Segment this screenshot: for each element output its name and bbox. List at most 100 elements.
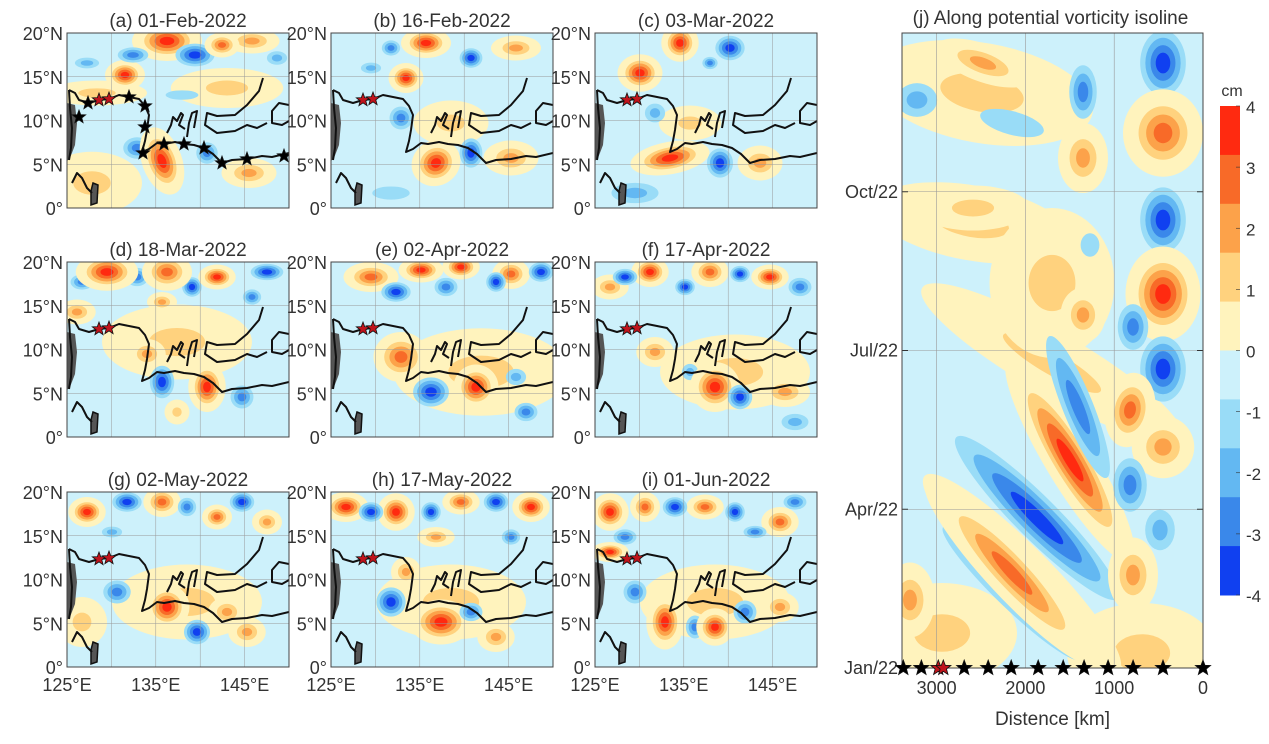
positive-anomaly-contour: [700, 504, 710, 510]
axes-frame: [66, 261, 290, 438]
positive-anomaly-contour: [159, 36, 175, 46]
negative-anomaly-contour: [387, 45, 395, 51]
axes-frame: [66, 32, 290, 209]
hovmoller-anomaly: [1145, 509, 1175, 551]
negative-anomaly-contour: [736, 393, 744, 401]
negative-anomaly-contour: [127, 52, 139, 58]
positive-anomaly-contour: [341, 503, 351, 511]
x-tick-label: 0: [1198, 678, 1208, 698]
lat-tick-label: 5°N: [297, 614, 327, 634]
colorbar-unit: cm: [1221, 83, 1242, 100]
hovmoller-anomaly: [1113, 458, 1147, 512]
hovmoller-anomaly: [902, 83, 938, 117]
positive-anomaly-contour: [709, 381, 721, 393]
x-tick-label: 1000: [1094, 678, 1134, 698]
negative-anomaly-contour: [365, 65, 377, 71]
lat-tick-label: 20°N: [287, 483, 327, 503]
track-star-icon: [1002, 658, 1020, 676]
colorbar-tick-label: 1: [1246, 281, 1255, 300]
positive-anomaly-contour: [606, 508, 614, 516]
negative-anomaly-contour: [492, 278, 500, 286]
negative-anomaly-contour: [649, 108, 661, 118]
pv-isoline: [694, 341, 714, 363]
map-panel-e: (e) 02-Apr-2022 20°N 15°N 10°N 5°N 0°: [287, 240, 554, 448]
positive-anomaly-contour: [778, 387, 792, 397]
lat-tick-label: 5°N: [297, 384, 327, 404]
map-panel-f: (f) 17-Apr-2022 20°N 15°N 10°N 5°N 0°: [551, 240, 818, 448]
y-tick-label: Oct/22: [845, 182, 898, 202]
anomaly-field: [595, 33, 817, 208]
lat-tick-label: 5°N: [33, 155, 63, 175]
lon-tick-label: 125°E: [42, 675, 91, 695]
hovmoller-anomaly: [1117, 304, 1149, 350]
track-star-icon: [1154, 658, 1172, 676]
lon-tick-label: 125°E: [306, 675, 355, 695]
hovmoller-title: (j) Along potential vorticity isoline: [913, 8, 1189, 29]
positive-anomaly-contour: [676, 39, 684, 47]
negative-anomaly-contour: [427, 508, 435, 516]
positive-anomaly-contour: [1076, 148, 1090, 168]
positive-anomaly-contour: [416, 267, 426, 273]
pv-isoline: [68, 548, 73, 620]
track-star-icon: [214, 154, 230, 170]
pv-isoline: [335, 631, 357, 653]
lat-tick-label: 0°: [574, 658, 591, 678]
hovmoller-anomaly: [924, 480, 1100, 666]
axes-frame: [330, 261, 554, 438]
lat-tick-label: 10°N: [23, 112, 63, 132]
positive-anomaly-contour: [402, 74, 410, 82]
negative-anomaly-contour: [980, 108, 1044, 138]
positive-anomaly-contour: [604, 283, 616, 291]
positive-anomaly-contour: [635, 69, 645, 77]
hovmoller-anomaly: [1131, 415, 1195, 479]
negative-anomaly-contour: [367, 508, 375, 516]
positive-anomaly-contour: [766, 274, 774, 280]
pv-isoline: [732, 77, 796, 134]
pv-isoline: [430, 341, 450, 363]
lat-tick-label: 20°N: [551, 253, 591, 273]
track-star-icon: [979, 658, 997, 676]
red-star-icon: [365, 319, 381, 335]
pv-isoline: [468, 306, 532, 363]
lon-tick-label: 135°E: [659, 675, 708, 695]
lat-tick-label: 20°N: [23, 24, 63, 44]
colorbar-tick-label: 0: [1246, 343, 1255, 362]
positive-anomaly-contour: [606, 549, 614, 555]
negative-anomaly-contour: [1155, 358, 1171, 380]
negative-anomaly-contour: [620, 534, 630, 540]
positive-anomaly-contour: [161, 267, 173, 277]
positive-anomaly-contour: [72, 612, 92, 632]
pv-isoline: [450, 569, 462, 597]
colorbar-tick-label: -1: [1246, 404, 1261, 423]
pv-isoline: [204, 77, 268, 134]
axes-frame: [66, 491, 290, 668]
pv-isoline: [596, 548, 601, 620]
pv-isoline: [71, 401, 93, 423]
hovmoller-field: [902, 33, 1203, 668]
axes-frame: [330, 491, 554, 668]
positive-anomaly-contour: [969, 56, 997, 70]
negative-anomaly-contour: [630, 587, 640, 597]
panel-title: (a) 01-Feb-2022: [109, 11, 246, 32]
negative-anomaly-contour: [238, 498, 246, 506]
negative-anomaly-contour: [537, 268, 545, 276]
positive-anomaly-contour: [641, 503, 649, 511]
colorbar-tick-label: -3: [1246, 526, 1261, 545]
track-star-icon: [1124, 658, 1142, 676]
positive-anomaly-contour: [678, 116, 702, 130]
pv-isoline: [599, 631, 621, 653]
colorbar-band: [1220, 399, 1240, 449]
lat-tick-label: 10°N: [287, 112, 327, 132]
hovmoller-anomaly: [1005, 357, 1135, 563]
hovmoller-anomaly: [1046, 335, 1110, 479]
lat-tick-label: 15°N: [23, 297, 63, 317]
positive-anomaly-contour: [430, 534, 442, 540]
lat-tick-label: 10°N: [551, 112, 591, 132]
negative-anomaly-contour: [621, 274, 629, 280]
colorbar-band: [1220, 350, 1240, 400]
lat-tick-label: 10°N: [551, 571, 591, 591]
pv-isoline: [799, 102, 817, 126]
negative-anomaly-contour: [165, 90, 199, 100]
anomaly-field: [67, 33, 289, 208]
